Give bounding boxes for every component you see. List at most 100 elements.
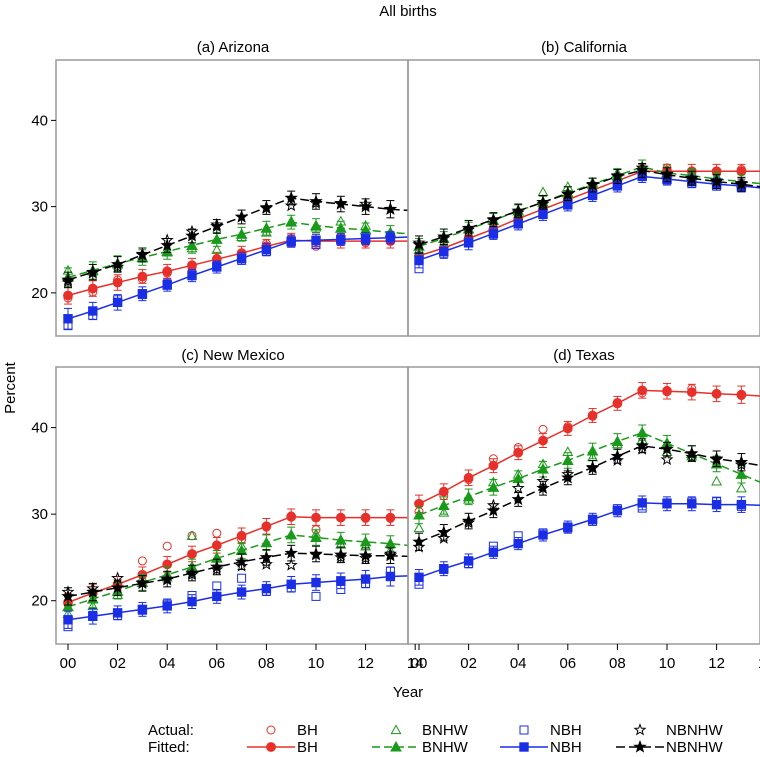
fitted-point-NBH: [513, 538, 523, 549]
y-tick-label: 40: [31, 112, 48, 129]
x-axis-ticks: 00020406081012140002040608101214: [60, 644, 760, 672]
fitted-point-NBH: [137, 289, 148, 299]
fitted-point-BNHW: [636, 426, 649, 438]
fitted-point-NBNHW: [210, 559, 224, 573]
fitted-point-NBNHW: [412, 534, 426, 548]
actual-point-NBNHW: [412, 540, 426, 553]
legend-actual-marker-BNHW: [390, 724, 402, 735]
panel-frame: [55, 366, 409, 645]
fitted-point-NBH: [711, 499, 722, 510]
fitted-line-NBH: [418, 175, 760, 261]
fitted-point-NBNHW: [635, 163, 649, 177]
fitted-point-NBH: [538, 530, 548, 540]
actual-point-BNHW: [735, 482, 747, 493]
fitted-point-NBH: [162, 280, 172, 290]
fitted-point-BH: [236, 530, 247, 541]
legend-actual-marker-BH: [266, 725, 276, 735]
fitted-point-BH: [463, 472, 474, 483]
y-axis-label: Percent: [2, 361, 19, 414]
fitted-point-NBH: [587, 190, 598, 201]
actual-point-NBNHW: [410, 208, 420, 218]
x-tick-label: 14: [758, 655, 760, 672]
series-NBNHW: [61, 190, 420, 289]
fitted-point-BH: [686, 387, 697, 398]
fitted-point-BH: [662, 386, 672, 397]
fitted-point-BNHW: [561, 454, 574, 465]
actual-point-BNHW: [438, 506, 450, 517]
fitted-point-NBH: [63, 314, 73, 324]
fitted-point-NBH: [463, 238, 474, 248]
fitted-point-NBNHW: [511, 492, 525, 506]
fitted-point-BNHW: [285, 528, 298, 540]
fitted-point-BNHW: [437, 499, 450, 510]
actual-point-BH: [162, 541, 172, 551]
fitted-line-BNHW: [67, 221, 408, 279]
fitted-line-NBH: [67, 575, 408, 621]
fitted-point-NBNHW: [561, 186, 575, 200]
series-NBNHW: [412, 160, 760, 254]
fitted-point-NBH: [112, 297, 123, 308]
fitted-point-NBH: [360, 574, 371, 584]
y-tick-label: 30: [31, 506, 48, 523]
actual-point-NBNHW: [734, 457, 748, 471]
fitted-line-NBNHW: [67, 552, 408, 598]
fitted-point-NBNHW: [259, 550, 274, 564]
fitted-point-NBNHW: [110, 580, 125, 594]
fitted-point-NBH: [187, 596, 197, 607]
series-BNHW: [62, 214, 408, 288]
actual-point-BNHW: [537, 186, 549, 197]
fitted-point-NBNHW: [585, 178, 600, 191]
fitted-point-BNHW: [285, 216, 298, 227]
panel-0: 20 30 40: [31, 59, 420, 337]
fitted-point-BH: [187, 260, 197, 271]
fitted-point-NBH: [563, 522, 573, 532]
actual-point-NBNHW: [635, 442, 649, 455]
fitted-point-BNHW: [537, 463, 549, 474]
fitted-point-NBNHW: [135, 247, 150, 261]
panel-2: 20 30 40: [31, 366, 421, 645]
fitted-point-NBH: [414, 255, 424, 265]
legend-actual-text-NBH: NBH: [550, 722, 582, 739]
y-tick-label: 40: [31, 420, 48, 437]
fitted-point-NBNHW: [461, 221, 476, 234]
fitted-point-BNHW: [310, 219, 322, 231]
fitted-line-NBH: [418, 502, 760, 579]
fitted-point-BNHW: [186, 239, 198, 250]
fitted-point-NBH: [488, 547, 499, 557]
fitted-point-NBH: [637, 498, 647, 508]
fitted-point-NBNHW: [709, 174, 724, 188]
fitted-point-NBH: [311, 235, 321, 245]
fitted-point-NBNHW: [410, 551, 421, 561]
actual-point-BNHW: [211, 244, 223, 254]
fitted-point-NBNHW: [234, 209, 249, 223]
actual-point-BH: [212, 528, 222, 538]
actual-point-NBNHW: [359, 551, 373, 564]
plot-panels: 20 30 40 20 30 40: [31, 59, 760, 645]
fitted-point-BH: [162, 266, 173, 277]
fitted-point-NBNHW: [536, 195, 550, 208]
fitted-point-NBH: [662, 499, 672, 509]
fitted-point-BNHW: [260, 222, 273, 233]
panel-frame: [407, 59, 760, 337]
fitted-point-NBH: [439, 563, 449, 574]
x-tick-label: 08: [609, 655, 626, 672]
fitted-point-NBNHW: [86, 265, 100, 278]
fitted-point-BH: [637, 385, 648, 396]
fitted-point-BNHW: [586, 444, 599, 456]
fitted-point-BNHW: [462, 490, 475, 502]
actual-point-NBNHW: [660, 452, 674, 466]
panel-1: [407, 59, 760, 337]
fitted-point-BH: [562, 423, 573, 434]
actual-point-NBNHW: [210, 562, 224, 576]
fitted-point-NBNHW: [383, 548, 398, 562]
actual-point-BH: [137, 556, 147, 566]
legend-fitted-text-NBNHW: NBNHW: [666, 739, 724, 756]
x-tick-label: 00: [411, 655, 428, 672]
fitted-point-NBH: [63, 615, 73, 625]
x-tick-label: 04: [159, 655, 176, 672]
fitted-point-NBNHW: [309, 546, 323, 560]
fitted-point-BH: [335, 512, 346, 523]
fitted-point-NBNHW: [160, 572, 174, 585]
actual-point-BNHW: [711, 475, 723, 486]
fitted-point-NBH: [513, 219, 523, 229]
